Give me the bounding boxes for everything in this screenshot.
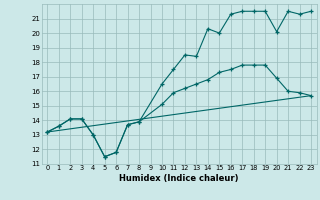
X-axis label: Humidex (Indice chaleur): Humidex (Indice chaleur) [119, 174, 239, 183]
